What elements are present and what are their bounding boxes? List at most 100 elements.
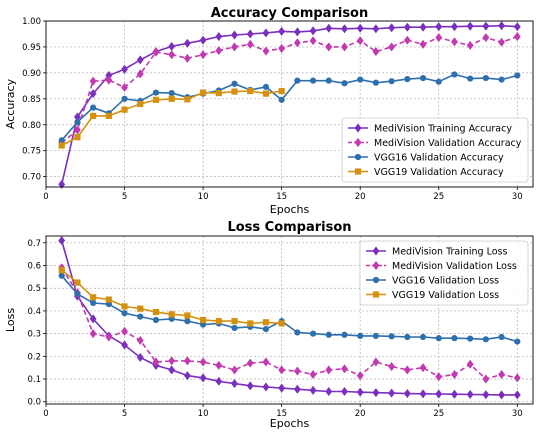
loss-ytick-label: 0.1 (27, 375, 41, 385)
loss-data-point (309, 385, 317, 395)
loss-data-point (514, 338, 521, 345)
loss-chart: Loss Comparison 0.0 0.1 0.2 0.3 0.4 0.5 0.6 0.7 0… (4, 220, 534, 430)
accuracy-xlabel: Epochs (270, 203, 310, 216)
accuracy-xtick-label: 20 (355, 192, 366, 202)
accuracy-xtick-label: 5 (122, 192, 127, 202)
accuracy-data-point (325, 77, 332, 84)
accuracy-data-point (341, 24, 348, 34)
loss-legend-marker (372, 260, 380, 271)
accuracy-xtick-label: 15 (276, 192, 287, 202)
accuracy-series-0 (58, 21, 521, 190)
accuracy-legend-marker (354, 123, 362, 133)
accuracy-data-point (278, 96, 285, 103)
loss-data-point (168, 356, 176, 366)
loss-data-point (309, 369, 317, 380)
loss-data-point (89, 329, 97, 339)
loss-legend-item: MediVision Validation Loss (366, 260, 517, 272)
loss-data-point (278, 320, 285, 327)
loss-data-point (231, 378, 238, 389)
loss-legend-box (359, 240, 529, 306)
accuracy-data-point (105, 112, 112, 120)
loss-legend-label: VGG16 Validation Loss (392, 276, 499, 287)
loss-data-point (293, 366, 301, 376)
loss-legend-item: VGG19 Validation Loss (366, 290, 499, 301)
loss-data-point (278, 383, 286, 393)
accuracy-data-point (215, 45, 223, 56)
loss-data-point (309, 330, 317, 337)
accuracy-xtick-label: 0 (43, 192, 48, 202)
accuracy-data-point (168, 50, 176, 60)
loss-data-point (215, 376, 223, 386)
accuracy-data-point (466, 21, 474, 31)
accuracy-data-point (372, 79, 380, 86)
loss-data-point (184, 312, 191, 319)
accuracy-data-point (121, 82, 129, 93)
loss-data-point (137, 313, 144, 320)
loss-legend-label: MediVision Validation Loss (392, 261, 517, 272)
accuracy-data-point (482, 74, 489, 82)
loss-data-point (388, 388, 396, 398)
loss-legend-label: VGG19 Validation Loss (392, 290, 499, 301)
loss-data-point (325, 365, 333, 375)
accuracy-data-point (293, 38, 301, 48)
loss-data-point (121, 310, 128, 317)
accuracy-data-point (325, 42, 333, 52)
accuracy-ytick-label: 0.95 (22, 43, 41, 53)
accuracy-data-point (121, 64, 129, 74)
accuracy-xtick-label: 10 (198, 192, 209, 202)
loss-data-point (357, 332, 364, 339)
loss-data-point (105, 296, 112, 303)
loss-series-0 (58, 235, 521, 400)
accuracy-data-point (90, 104, 97, 111)
accuracy-data-point (215, 90, 222, 97)
loss-data-point (215, 360, 223, 371)
loss-data-point (168, 311, 175, 318)
accuracy-ytick-label: 0.90 (22, 69, 41, 79)
accuracy-data-point (215, 31, 223, 42)
accuracy-data-point (74, 134, 81, 141)
loss-data-point (294, 329, 301, 336)
loss-legend-item: VGG16 Validation Loss (366, 276, 499, 287)
loss-ytick-label: 0.6 (27, 262, 41, 272)
accuracy-ytick-label: 0.80 (22, 121, 41, 131)
accuracy-data-point (357, 76, 364, 83)
loss-data-point (247, 320, 254, 327)
loss-data-point (341, 386, 348, 397)
loss-data-point (482, 374, 490, 384)
accuracy-data-point (183, 53, 191, 63)
loss-data-point (58, 266, 65, 274)
loss-data-point (183, 356, 191, 366)
accuracy-data-point (372, 46, 380, 57)
loss-legend-item: MediVision Training Loss (366, 246, 507, 258)
accuracy-legend-label: MediVision Training Accuracy (374, 124, 512, 135)
loss-data-point (231, 324, 238, 332)
loss-data-point (451, 335, 458, 342)
loss-data-point (482, 336, 489, 343)
loss-data-point (74, 279, 81, 286)
accuracy-data-point (451, 71, 458, 78)
accuracy-data-point (74, 119, 81, 126)
loss-data-point (231, 318, 238, 325)
loss-data-point (89, 314, 97, 324)
loss-data-point (435, 335, 442, 342)
accuracy-data-point (419, 22, 427, 32)
loss-data-point (262, 319, 270, 326)
accuracy-data-point (514, 72, 521, 79)
loss-xtick-label: 5 (122, 409, 127, 419)
accuracy-data-point (498, 37, 506, 47)
accuracy-legend: MediVision Training Accuracy MediVision V… (341, 117, 529, 183)
loss-data-point (372, 332, 380, 339)
accuracy-data-point (184, 96, 191, 103)
loss-data-point (341, 364, 348, 374)
accuracy-data-point (482, 32, 490, 43)
accuracy-data-point (136, 69, 144, 79)
loss-data-point (372, 388, 380, 398)
accuracy-title: Accuracy Comparison (211, 6, 369, 21)
loss-data-point (121, 303, 128, 310)
accuracy-data-point (105, 75, 113, 85)
loss-xtick-label: 25 (433, 409, 444, 419)
loss-legend-marker (372, 276, 380, 284)
loss-data-point (388, 361, 396, 372)
loss-data-point (467, 335, 474, 342)
accuracy-data-point (309, 77, 317, 84)
